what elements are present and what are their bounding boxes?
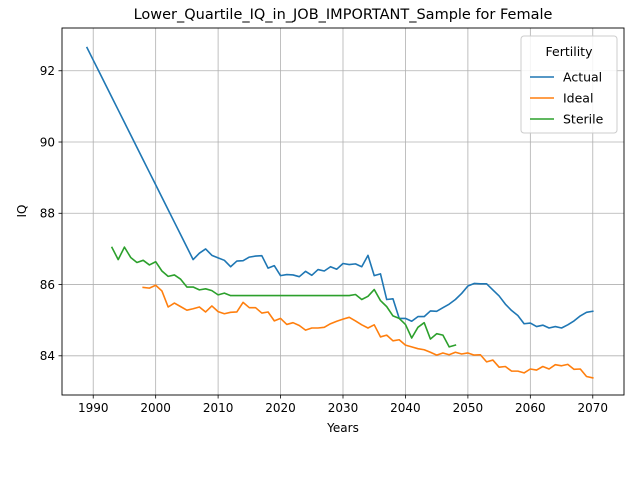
series-line-actual [85, 46, 594, 329]
legend-label-actual: Actual [563, 70, 602, 85]
x-tick-label: 2010 [203, 401, 234, 415]
chart-title: Lower_Quartile_IQ_in_JOB_IMPORTANT_Sampl… [134, 7, 553, 23]
legend: Fertility Actual Ideal Sterile [520, 35, 618, 134]
legend-items: Actual Ideal Sterile [530, 70, 604, 127]
series-line-ideal [142, 284, 594, 379]
legend-title: Fertility [546, 44, 594, 59]
y-tick-label: 92 [40, 64, 55, 78]
y-tick-label: 88 [40, 207, 55, 221]
legend-box [520, 35, 618, 134]
x-tick-label: 2050 [453, 401, 484, 415]
axis-ticks: 1990 2000 2010 2020 2030 2040 2050 2060 2070 84 86… [40, 64, 608, 415]
x-tick-label: 2040 [390, 401, 421, 415]
y-tick-label: 84 [40, 349, 55, 363]
y-axis-label: IQ [15, 205, 29, 218]
x-tick-label: 1990 [78, 401, 109, 415]
series-line-sterile [110, 246, 457, 348]
x-tick-label: 2060 [515, 401, 546, 415]
x-tick-label: 2020 [265, 401, 296, 415]
legend-label-ideal: Ideal [563, 91, 593, 106]
y-tick-label: 86 [40, 278, 55, 292]
legend-label-sterile: Sterile [563, 112, 604, 127]
x-axis-label: Years [326, 421, 359, 435]
series-lines [85, 46, 594, 379]
y-tick-label: 90 [40, 135, 55, 149]
x-tick-label: 2000 [140, 401, 171, 415]
x-tick-label: 2070 [578, 401, 609, 415]
x-tick-label: 2030 [328, 401, 359, 415]
